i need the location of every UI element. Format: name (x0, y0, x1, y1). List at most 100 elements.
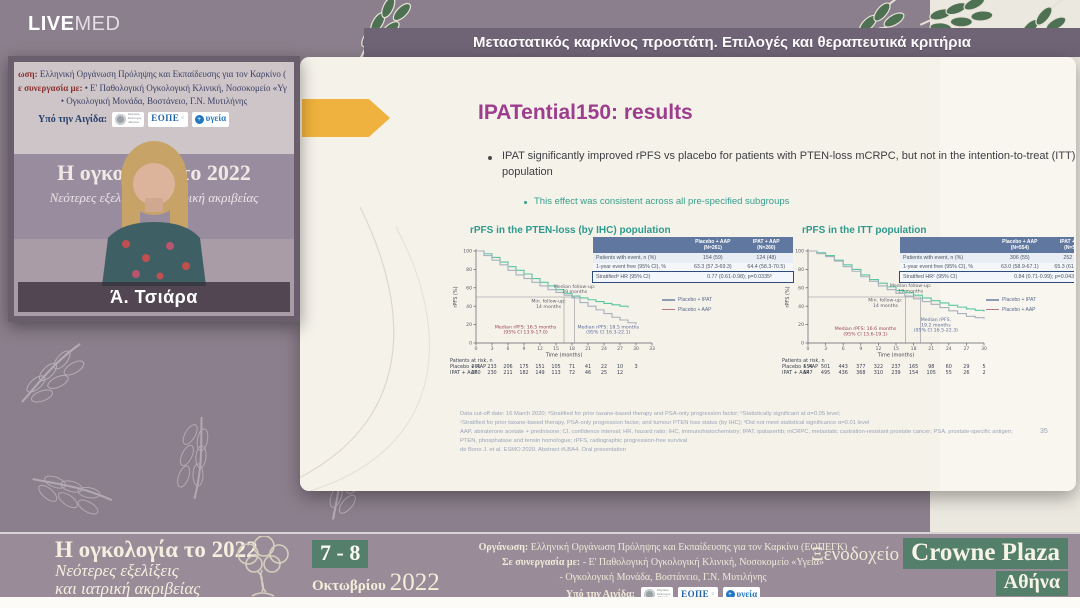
risk-value: 233 (487, 364, 496, 370)
legend-label: Placebo + IPAT (678, 297, 713, 303)
footer-organizer-label: Οργάνωση: (478, 542, 529, 553)
footer-aegis-label: Υπό την Αιγίδα: (565, 589, 635, 600)
legend-swatch (662, 308, 675, 311)
backdrop-collab-line2: • Ογκολογική Μονάδα, Βοστάνειο, Γ.Ν. Μυτ… (60, 96, 248, 106)
slide-title: IPATential150: results (478, 101, 693, 124)
footer-date-month: Οκτωβρίου (312, 578, 386, 594)
risk-value: 46 (585, 370, 591, 376)
x-tick-label: 9 (523, 346, 526, 352)
x-axis-label: Time (months) (545, 353, 583, 359)
risk-value: 71 (569, 364, 575, 370)
leaf-decoration (149, 414, 240, 504)
slide-footnotes: Data cut-off date: 16 March 2020; ᵃStrat… (460, 410, 1070, 455)
legend-label: Placebo + IPAT (1002, 297, 1037, 303)
x-tick-label: 30 (633, 346, 639, 352)
slide-pointer-arrow (302, 99, 390, 137)
bullet-marker (488, 156, 492, 160)
summary-header-row: Placebo + AAP(N=554)IPAT + AAP(N=547) (900, 237, 1074, 253)
risk-value: 495 (821, 370, 830, 376)
summary-row-value: 306 (55) (1009, 254, 1030, 261)
x-tick-label: 27 (963, 346, 969, 352)
slide-panel: IPATential150: results IPAT significantl… (300, 57, 1076, 491)
plot-annotation: Median rPFS, (921, 317, 952, 323)
plot-annotation: (95% CI 15.6-19.1) (843, 332, 887, 338)
livemed-logo-live: LIVE (28, 13, 75, 35)
footer-date-block: 7 - 8 Οκτωβρίου 2022 (312, 540, 440, 597)
footer-venue-city: Αθήνα (995, 571, 1068, 596)
chart-legend: Placebo + IPAT Placebo + AAP (986, 297, 1036, 316)
footer-organizer-block: Οργάνωση: Ελληνική Οργάνωση Πρόληψης και… (448, 540, 878, 602)
footnote-line: ᶜStratified for prior taxane-based thera… (460, 419, 870, 426)
risk-value: 29 (963, 364, 969, 370)
risk-value: 239 (891, 370, 900, 376)
km-plot: 0 20 40 60 80 100 0 3 6 9 12 15 18 21 24 27 30 33 Time (mo… (450, 249, 655, 377)
summary-row: 1-year event free (95% CI), % 63.0 (58.9-… (900, 262, 1074, 273)
footer-collab-label: Σε συνεργασία με: (502, 557, 581, 568)
backdrop-aegis-row: Υπό την Αιγίδα: Ιατρικός Σύλλογος Αθηνών ΕΟ… (38, 111, 290, 127)
x-tick-label: 0 (475, 346, 478, 352)
risk-value: 113 (551, 370, 560, 376)
footer-venue-block: Ξενοδοχείο Crowne Plaza Αθήνα (811, 538, 1068, 596)
chart-legend: Placebo + IPAT Placebo + AAP (662, 297, 712, 316)
plot-annotation: 19 months (898, 288, 924, 294)
x-tick-label: 12 (537, 346, 543, 352)
risk-value: 261 (471, 364, 480, 370)
x-tick-label: 21 (585, 346, 591, 352)
risk-row-name: Placebo + AAP (782, 364, 818, 370)
session-title: Μεταστατικός καρκίνος προστάτη. Επιλογές… (473, 34, 971, 51)
risk-value: 41 (585, 364, 591, 370)
risk-value: 105 (927, 370, 936, 376)
summary-row-value: 154 (59) (702, 254, 723, 261)
summary-row: Stratified HRᶜ (95% CI) 0.84 (0.71-0.99);… (899, 271, 1074, 283)
risk-value: 260 (471, 370, 480, 376)
backdrop-organizer-line: ωση: Ελληνική Οργάνωση Πρόληψης και Εκπα… (18, 68, 290, 82)
risk-value: 72 (569, 370, 575, 376)
footer-collab-text1: - Ε' Παθολογική Ογκολογική Κλινική, Νοσο… (582, 557, 824, 568)
y-axis-label: rPFS (%) (785, 286, 791, 307)
summary-row-value: 0.84 (0.71-0.99); p=0.0431ᵈ (1014, 273, 1074, 280)
livemed-logo: LIVEMED (28, 13, 120, 36)
summary-row-label: Patients with event, n (%) (596, 254, 657, 261)
series-Placebo-+-AAP (808, 250, 985, 320)
legend-item: Placebo + AAP (986, 307, 1036, 313)
summary-corner-cell (900, 237, 994, 253)
footer-date-days: 7 - 8 (312, 540, 369, 568)
legend-swatch (986, 308, 999, 311)
risk-value: 211 (503, 370, 512, 376)
risk-value: 554 (803, 364, 812, 370)
footer-event-subtitle1: Νεότερες εξελίξεις (55, 561, 179, 581)
plot-annotation: 14 months (536, 304, 562, 310)
x-tick-label: 27 (617, 346, 623, 352)
y-tick-label: 20 (798, 322, 804, 328)
ygeia-plus-icon: + (725, 590, 735, 599)
footer-venue-line2: Αθήνα (811, 571, 1068, 596)
plot-annotation: Median rPFS: 16.6 months (835, 326, 897, 332)
footer-date-monthline: Οκτωβρίου 2022 (312, 569, 440, 597)
footer-organizer-line: Οργάνωση: Ελληνική Οργάνωση Πρόληψης και… (448, 540, 878, 555)
plot-annotation: (95% CI 13.9-17.0) (503, 330, 547, 336)
legend-item: Placebo + IPAT (662, 297, 712, 303)
risk-value: 10 (617, 364, 623, 370)
risk-value: 3 (634, 364, 637, 370)
summary-table: Placebo + AAP(N=554)IPAT + AAP(N=547)Pat… (899, 237, 1074, 283)
summary-row-value: 124 (48) (756, 254, 777, 261)
summary-row-label: 1-year event free (95% CI), % (596, 264, 667, 271)
slide-page-number: 35 (1040, 428, 1048, 435)
x-tick-label: 9 (859, 346, 862, 352)
plot-annotation: 19.2 months (921, 322, 951, 328)
summary-col-header: IPAT + AAP(N=547) (1046, 237, 1074, 253)
legend-swatch (986, 299, 999, 301)
backdrop-aegis-label: Υπό την Αιγίδα: (38, 113, 108, 125)
plot-annotation: Min. follow-up: (868, 298, 903, 304)
summary-row-label: 1-year event free (95% CI), % (903, 264, 974, 271)
risk-value: 2 (982, 370, 985, 376)
km-chart-itt: rPFS in the ITT population Placebo + AAP(… (782, 225, 1074, 420)
x-axis-label: Time (months) (877, 353, 915, 359)
sub-bullet-marker (524, 201, 527, 204)
summary-row-value: 252 (46) (1063, 254, 1074, 261)
backdrop-collab-line: ε συνεργασία με: • Ε' Παθολογική Ογκολογ… (18, 82, 290, 96)
summary-table: Placebo + AAP (N=261) IPAT + AAP (N=260) Pat… (592, 237, 794, 283)
